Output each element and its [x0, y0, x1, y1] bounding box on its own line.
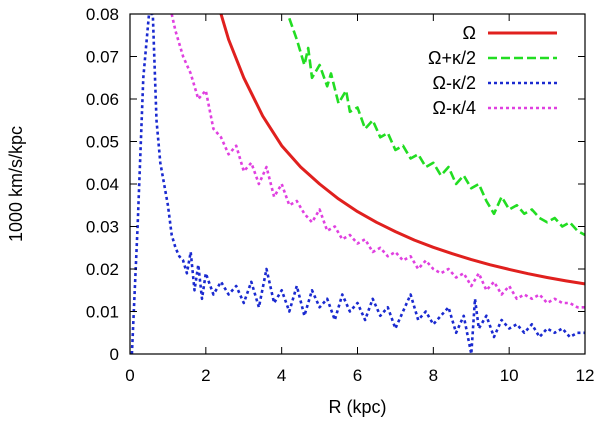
- y-tick-label: 0.04: [86, 175, 119, 194]
- series-line-0: [219, 14, 585, 286]
- legend: Ω Ω+κ/2 Ω-κ/2 Ω-κ/4: [428, 23, 557, 118]
- x-tick-label: 6: [353, 366, 362, 385]
- series-line-3: [170, 14, 585, 309]
- x-tick-label: 2: [201, 366, 210, 385]
- y-tick-label: 0.05: [86, 133, 119, 152]
- x-tick-label: 0: [125, 366, 134, 385]
- x-tick-label: 12: [576, 366, 595, 385]
- legend-label: Ω-κ/4: [433, 98, 476, 118]
- series-line-2: [130, 14, 585, 354]
- ticks-group: 0 2 4 6 8 10 12 0 0.01 0.02 0.03 0.04 0.05 0.06 0.07 0.…: [86, 5, 595, 385]
- y-tick-label: 0.03: [86, 218, 119, 237]
- legend-label: Ω: [463, 23, 476, 43]
- y-tick-label: 0.01: [86, 303, 119, 322]
- y-tick-label: 0.08: [86, 5, 119, 24]
- x-tick-label: 4: [277, 366, 286, 385]
- series-line-1: [288, 17, 585, 237]
- legend-label: Ω+κ/2: [428, 48, 476, 68]
- y-tick-label: 0.07: [86, 48, 119, 67]
- y-axis-label: 1000 km/s/kpc: [6, 126, 26, 242]
- x-axis-label: R (kpc): [329, 397, 387, 417]
- y-tick-label: 0.02: [86, 260, 119, 279]
- x-tick-label: 10: [500, 366, 519, 385]
- legend-label: Ω-κ/2: [433, 73, 476, 93]
- y-tick-label: 0: [110, 345, 119, 364]
- x-tick-label: 8: [429, 366, 438, 385]
- y-tick-label: 0.06: [86, 90, 119, 109]
- series-group: [130, 14, 585, 354]
